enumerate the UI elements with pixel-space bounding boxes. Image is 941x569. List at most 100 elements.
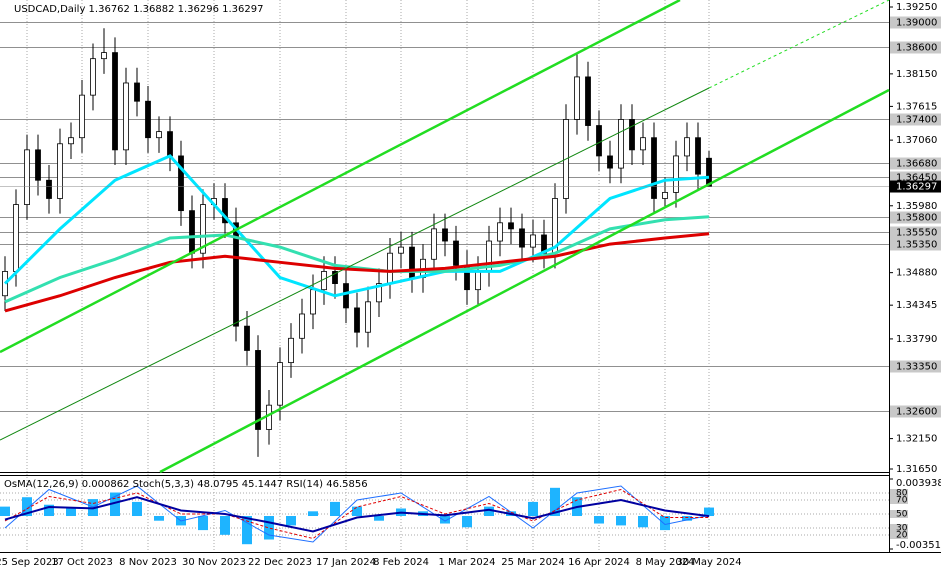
candle-body xyxy=(596,125,602,157)
osma-bar xyxy=(660,516,670,531)
level-box xyxy=(890,496,908,504)
level-label: 1.35800 xyxy=(896,213,937,224)
level-label: 1.39000 xyxy=(896,18,937,29)
moving-average xyxy=(4,232,710,313)
candle-body xyxy=(475,271,481,291)
candle-body xyxy=(519,228,525,248)
x-tick-label: 8 Nov 2023 xyxy=(119,557,177,568)
osma-bar xyxy=(638,516,648,528)
candle-body xyxy=(57,143,63,199)
y-tick-label: 1.31650 xyxy=(896,464,937,475)
current-price-label: 1.36297 xyxy=(896,182,937,193)
channel-line xyxy=(159,88,890,474)
y2-tick-label: 20 xyxy=(896,531,908,541)
level-box xyxy=(890,113,941,126)
x-tick-label: 22 Dec 2023 xyxy=(248,557,312,568)
candle-body xyxy=(398,246,404,254)
level-box xyxy=(890,489,908,497)
osma-bar xyxy=(550,487,560,517)
level-box xyxy=(890,510,908,518)
candle-body xyxy=(508,222,514,230)
y-tick-label: 1.34880 xyxy=(896,268,937,279)
candle-body xyxy=(673,155,679,193)
osma-bar xyxy=(308,511,318,517)
candle-body xyxy=(442,228,448,242)
y-tick-label: 1.39250 xyxy=(896,2,937,13)
candle-body xyxy=(497,222,503,242)
osma-bar xyxy=(330,501,340,517)
y-tick-label: -0.003510 xyxy=(896,540,941,551)
candle-body xyxy=(332,271,338,284)
x-tick-label: 17 Jan 2024 xyxy=(316,557,376,568)
osma-bar xyxy=(154,516,164,521)
osma-bar xyxy=(132,501,142,517)
level-box xyxy=(890,360,941,373)
candle-body xyxy=(156,131,162,139)
level-label: 1.35550 xyxy=(896,228,937,239)
y2-tick-label: 50 xyxy=(896,510,908,520)
y2-tick-label: 80 xyxy=(896,489,908,499)
level-box xyxy=(890,405,941,418)
y-tick-label: 1.37615 xyxy=(896,101,937,112)
candle-body xyxy=(629,119,635,151)
osma-bar xyxy=(0,506,10,517)
y-tick-label: 1.35980 xyxy=(896,201,937,212)
level-box xyxy=(890,211,941,224)
candle-body xyxy=(189,210,195,254)
y-tick-label: 1.37060 xyxy=(896,135,937,146)
x-tick-label: 30 Nov 2023 xyxy=(182,557,246,568)
osma-bar xyxy=(110,492,120,517)
level-box xyxy=(890,41,941,54)
candle-body xyxy=(365,301,371,333)
candle-body xyxy=(354,307,360,333)
x-tick-label: 8 Feb 2024 xyxy=(373,557,429,568)
candle-body xyxy=(112,52,118,151)
level-box xyxy=(890,157,941,170)
osma-bar xyxy=(220,516,230,535)
candle-body xyxy=(695,137,701,175)
x-tick-label: 1 Mar 2024 xyxy=(438,557,495,568)
level-box xyxy=(890,531,908,539)
candle-body xyxy=(68,137,74,145)
y-tick-label: 1.38150 xyxy=(896,69,937,80)
candle-body xyxy=(178,155,184,212)
candle-body xyxy=(13,204,19,272)
candle-body xyxy=(145,100,151,139)
oscillator-line xyxy=(4,485,710,543)
candle-body xyxy=(640,137,646,151)
candle-body xyxy=(607,155,613,169)
level-label: 1.33350 xyxy=(896,362,937,373)
candle-body xyxy=(277,362,283,406)
osma-bar xyxy=(22,497,32,517)
candle-body xyxy=(79,94,85,139)
candle-body xyxy=(222,198,228,224)
candle-body xyxy=(266,404,272,430)
candle-body xyxy=(101,52,107,60)
osma-bar xyxy=(440,516,450,524)
candle-body xyxy=(453,240,459,266)
oscillator-line xyxy=(4,488,709,540)
candle-body xyxy=(24,149,30,205)
osma-bar xyxy=(528,501,538,517)
y2-tick-label: 70 xyxy=(896,496,908,506)
candle-body xyxy=(431,228,437,260)
candle-body xyxy=(310,289,316,315)
chart-title: USDCAD,Daily 1.36762 1.36882 1.36296 1.3… xyxy=(14,4,264,15)
candle-body xyxy=(35,149,41,181)
candle-body xyxy=(651,137,657,199)
y-tick-label: 1.33790 xyxy=(896,334,937,345)
moving-average xyxy=(4,215,710,304)
candle-body xyxy=(376,283,382,303)
oscillator-title: OsMA(12,26,9) 0.000862 Stoch(5,3,3) 48.0… xyxy=(4,479,368,490)
candle-body xyxy=(288,337,294,364)
osma-bar xyxy=(374,516,384,521)
x-tick-label: 30 May 2024 xyxy=(676,557,741,568)
level-label: 1.32600 xyxy=(896,407,937,418)
osma-bar xyxy=(198,516,208,531)
candle-body xyxy=(255,350,261,430)
level-label: 1.35350 xyxy=(896,240,937,251)
osma-bar xyxy=(352,506,362,517)
x-tick-label: 16 Apr 2024 xyxy=(568,557,630,568)
candle-body xyxy=(123,82,129,151)
osma-bar xyxy=(682,516,692,521)
